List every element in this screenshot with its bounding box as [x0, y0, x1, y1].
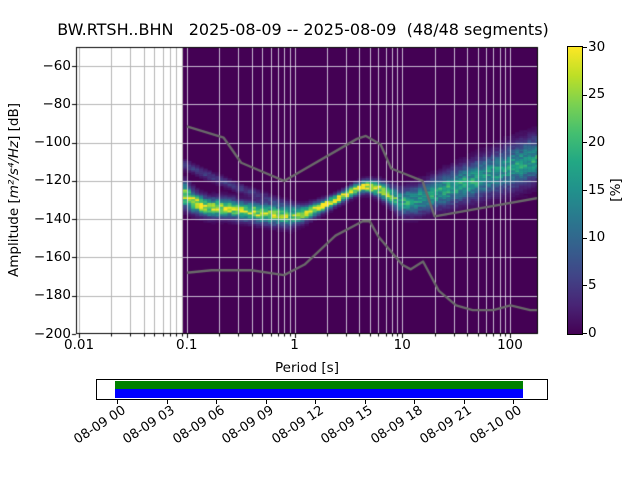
y-axis-label-prefix: Amplitude [: [6, 198, 22, 278]
y-tick-label--80: −80: [42, 95, 72, 112]
timeline-tick: [166, 400, 168, 404]
x-tick-label-0.1: 0.1: [176, 337, 198, 353]
colorbar-tick: [583, 237, 587, 239]
colorbar-tick: [583, 190, 587, 191]
y-tick-label--60: −60: [42, 57, 72, 74]
y-tick-label--140: −140: [33, 210, 71, 227]
colorbar-tick-label-20: 20: [588, 133, 606, 150]
timeline-tick: [513, 400, 514, 404]
colorbar-tick: [583, 142, 587, 144]
timeline-coverage-bar: [115, 381, 523, 389]
x-tick-label-10: 10: [393, 337, 411, 353]
timeline-tick: [463, 400, 465, 404]
y-tick-label--120: −120: [33, 172, 71, 189]
colorbar-tick-label-5: 5: [588, 276, 597, 293]
x-tick-label-100: 100: [497, 337, 523, 353]
colorbar-tick: [583, 94, 587, 96]
x-tick-label-1: 1: [290, 337, 299, 353]
timeline-tick: [265, 400, 267, 404]
colorbar-tick-label-25: 25: [588, 86, 606, 103]
colorbar-tick-label-10: 10: [588, 229, 606, 246]
colorbar: [567, 46, 583, 335]
colorbar-tick: [583, 333, 587, 334]
y-tick-label--200: −200: [33, 325, 71, 342]
timeline-data-bar: [115, 389, 523, 398]
y-tick-label--180: −180: [33, 287, 71, 304]
timeline-tick: [315, 400, 316, 404]
timeline-tick: [414, 400, 415, 404]
colorbar-tick-label-15: 15: [588, 181, 606, 198]
x-axis-label: Period [s]: [275, 360, 339, 376]
plot-title: BW.RTSH..BHN 2025-08-09 -- 2025-08-09 (4…: [57, 20, 549, 39]
colorbar-tick: [583, 47, 587, 48]
colorbar-tick-label-0: 0: [588, 324, 597, 341]
y-tick-label--160: −160: [33, 248, 71, 265]
x-tick-label-0.01: 0.01: [63, 337, 95, 353]
colorbar-tick-label-30: 30: [588, 38, 606, 55]
colorbar-label: [%]: [608, 178, 624, 202]
timeline-tick: [364, 400, 366, 404]
timeline-tick: [216, 400, 217, 404]
y-tick-label--100: −100: [33, 134, 71, 151]
timeline-tick: [117, 400, 118, 404]
colorbar-tick: [583, 285, 587, 287]
